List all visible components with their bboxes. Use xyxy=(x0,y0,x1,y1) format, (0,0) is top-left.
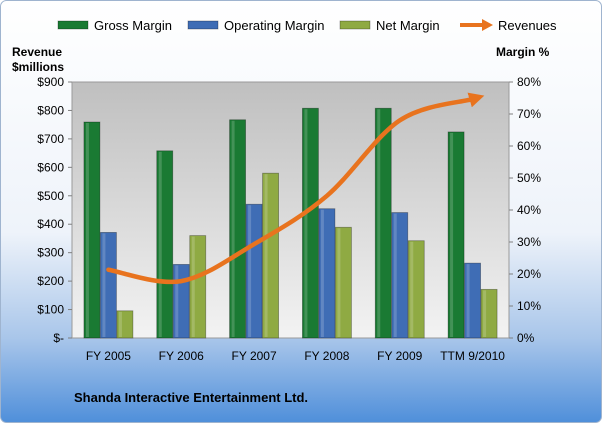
left-axis-tick-label: $500 xyxy=(37,189,64,203)
bar-highlight xyxy=(231,120,235,337)
bar-highlight xyxy=(483,290,487,337)
plot-area xyxy=(71,81,510,339)
bar-highlight xyxy=(450,132,454,337)
bar-gross-margin xyxy=(374,107,392,339)
bar-highlight xyxy=(264,174,268,337)
bar-gross-margin xyxy=(229,119,246,339)
right-axis-tick-label: 10% xyxy=(517,299,541,313)
right-axis-tick-label: 0% xyxy=(517,331,535,345)
bar-operating-margin xyxy=(245,203,263,339)
bars xyxy=(83,107,498,339)
x-axis-tick-label: FY 2005 xyxy=(86,349,131,363)
bar-gross-margin xyxy=(447,131,465,339)
left-axis-tick-label: $700 xyxy=(37,132,64,146)
bar-highlight xyxy=(191,236,195,337)
legend-label: Operating Margin xyxy=(224,18,324,33)
bar-operating-margin xyxy=(391,212,409,339)
bar-net-margin xyxy=(407,240,425,339)
legend-arrow-icon xyxy=(482,19,493,31)
bar-highlight xyxy=(248,205,252,337)
bar-operating-margin xyxy=(100,231,117,339)
bar-net-margin xyxy=(335,226,352,339)
axes: $- $100 $200 $300 $400 $500 $600 $700 $800 $900 0%… xyxy=(37,75,541,363)
right-axis-title: Margin % xyxy=(496,45,550,59)
bar-operating-margin xyxy=(464,262,481,339)
legend-label: Net Margin xyxy=(376,18,440,33)
bar-gross-margin xyxy=(302,107,319,339)
x-axis-tick-label: FY 2007 xyxy=(232,349,277,363)
right-axis-tick-label: 70% xyxy=(517,107,541,121)
right-axis-tick-label: 20% xyxy=(517,267,541,281)
bar-gross-margin xyxy=(83,121,101,339)
legend-label: Revenues xyxy=(498,18,557,33)
left-axis-title-line2: $millions xyxy=(12,60,64,74)
left-axis-tick-label: $100 xyxy=(37,303,64,317)
left-axis-tick-label: $400 xyxy=(37,217,64,231)
right-axis-tick-label: 30% xyxy=(517,235,541,249)
bar-highlight xyxy=(393,213,397,337)
x-axis-tick-label: FY 2006 xyxy=(159,349,204,363)
x-axis-tick-label: FY 2009 xyxy=(377,349,422,363)
left-axis-tick-label: $800 xyxy=(37,103,64,117)
bar-highlight xyxy=(102,233,106,337)
right-axis-tick-label: 60% xyxy=(517,139,541,153)
left-axis-title-line1: Revenue xyxy=(12,45,62,59)
bar-operating-margin xyxy=(318,208,336,339)
bar-net-margin xyxy=(116,310,134,339)
bar-highlight xyxy=(158,151,162,337)
lines xyxy=(106,92,485,285)
legend-label: Gross Margin xyxy=(94,18,172,33)
left-axis-tick-label: $600 xyxy=(37,160,64,174)
bar-highlight xyxy=(175,265,179,337)
bar-highlight xyxy=(337,228,341,337)
bar-highlight xyxy=(320,209,324,337)
legend: Gross Margin Operating Margin Net Margin Re… xyxy=(57,18,557,33)
legend-swatch-net-margin xyxy=(339,20,371,30)
bar-highlight xyxy=(410,241,414,337)
chart-footer-title: Shanda Interactive Entertainment Ltd. xyxy=(74,390,308,405)
x-axis-tick-label: TTM 9/2010 xyxy=(440,349,505,363)
legend-swatch-operating-margin xyxy=(187,20,219,30)
x-axis-tick-label: FY 2008 xyxy=(304,349,349,363)
right-axis-tick-label: 80% xyxy=(517,75,541,89)
bar-net-margin xyxy=(189,235,207,339)
left-axis-tick-label: $300 xyxy=(37,246,64,260)
legend-swatch-gross-margin xyxy=(57,20,89,30)
bar-highlight xyxy=(377,109,381,338)
left-axis-tick-label: $200 xyxy=(37,274,64,288)
bar-net-margin xyxy=(262,172,279,339)
line-revenues xyxy=(106,92,485,285)
bar-highlight xyxy=(466,264,470,337)
bar-highlight xyxy=(85,123,89,337)
bar-gross-margin xyxy=(156,150,174,339)
bar-highlight xyxy=(304,109,308,338)
bar-highlight xyxy=(118,311,122,337)
bar-net-margin xyxy=(480,288,498,339)
right-axis-tick-label: 50% xyxy=(517,171,541,185)
right-axis-tick-label: 40% xyxy=(517,203,541,217)
left-axis-tick-label: $900 xyxy=(37,75,64,89)
left-axis-tick-label: $- xyxy=(53,331,64,345)
